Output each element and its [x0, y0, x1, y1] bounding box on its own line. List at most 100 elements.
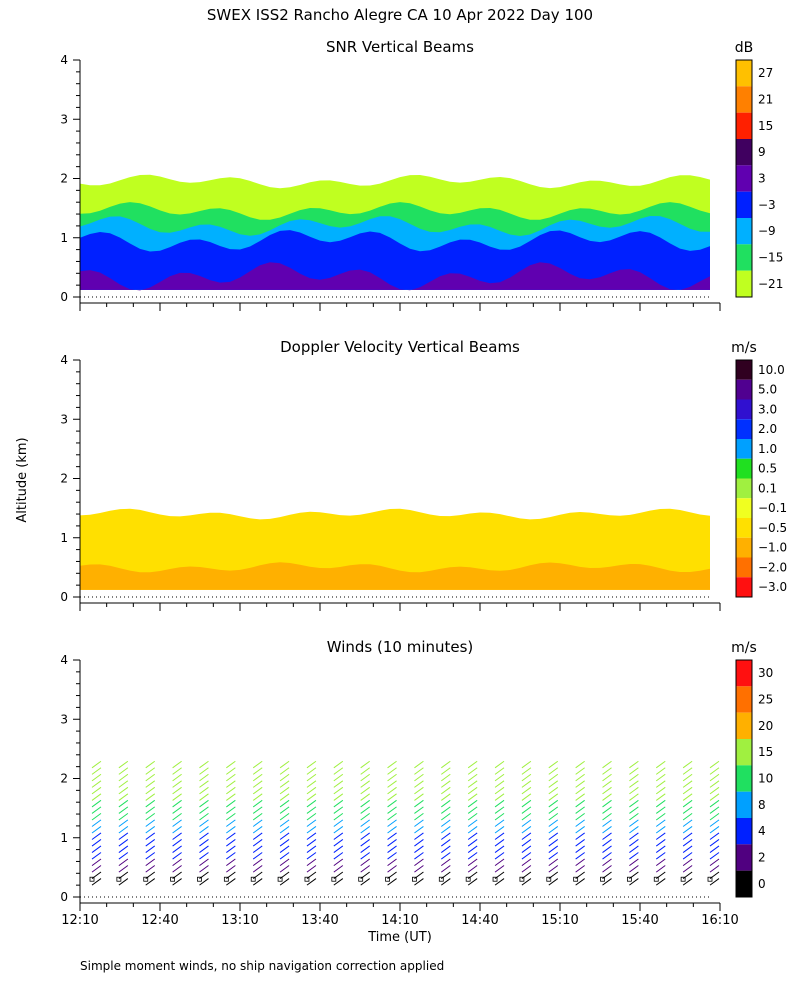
wind-barb — [602, 819, 612, 827]
wind-barb — [548, 845, 559, 853]
wind-barb — [682, 865, 693, 873]
wind-barb — [118, 799, 129, 808]
wind-barb — [118, 760, 129, 769]
wind-barb — [655, 839, 666, 847]
wind-barb — [709, 878, 720, 886]
wind-barb — [494, 806, 505, 814]
wind-barb — [521, 780, 532, 788]
wind-barb — [333, 812, 344, 821]
surface-marker — [385, 876, 390, 882]
wind-barb — [145, 832, 156, 840]
wind-barb — [494, 852, 505, 860]
wind-barb — [360, 812, 370, 821]
wind-barb — [629, 839, 639, 847]
wind-barb — [655, 786, 666, 795]
doppler-heatmap — [80, 508, 710, 590]
wind-barb — [467, 767, 478, 775]
wind-barb — [199, 793, 209, 801]
wind-barb — [575, 832, 585, 840]
wind-barb — [494, 780, 505, 788]
wind-barb — [709, 773, 720, 782]
colorbar-label: 15 — [758, 119, 773, 133]
wind-barb — [118, 871, 129, 880]
colorbar-frame — [735, 359, 753, 598]
wind-barb — [333, 845, 344, 853]
wind-barb — [414, 819, 424, 827]
wind-barb — [575, 806, 585, 814]
wind-barb — [333, 760, 344, 769]
wind-barb — [414, 858, 424, 867]
colorbar-swatch — [736, 439, 752, 459]
wind-barb — [494, 832, 505, 840]
wind-barb — [226, 786, 236, 795]
wind-barb — [521, 878, 532, 886]
wind-barb — [655, 812, 666, 821]
wind-profile — [412, 760, 424, 886]
wind-barb — [494, 858, 505, 867]
wind-barb — [575, 839, 585, 847]
wind-barb — [441, 780, 451, 788]
wind-barb — [548, 878, 559, 886]
wind-barb — [441, 826, 451, 834]
wind-barb — [279, 799, 290, 808]
colorbar-label: 30 — [758, 666, 773, 680]
wind-barb — [441, 845, 451, 853]
wind-barb — [118, 806, 129, 814]
wind-barb — [199, 819, 209, 827]
wind-barb — [279, 878, 290, 886]
y-tick-label: 0 — [60, 590, 68, 604]
wind-barb — [91, 878, 102, 886]
wind-barb — [655, 865, 666, 873]
wind-profile — [438, 760, 451, 886]
wind-profile — [626, 760, 639, 886]
snr-panel: SNR Vertical Beams dB 0 1 2 3 4 27 21 15 9 3 −3 −9… — [60, 38, 783, 311]
wind-profile — [600, 760, 612, 886]
wind-barb — [306, 806, 317, 814]
wind-barb — [521, 819, 532, 827]
wind-barb — [226, 839, 236, 847]
wind-barb — [333, 786, 344, 795]
wind-barb — [279, 767, 290, 775]
wind-barb — [682, 760, 693, 769]
wind-barb — [494, 799, 505, 808]
snr-unit: dB — [735, 40, 754, 56]
wind-barb — [602, 845, 612, 853]
colorbar-swatch — [736, 518, 752, 538]
wind-barb — [226, 812, 236, 821]
wind-barb — [172, 760, 182, 769]
wind-barb — [172, 852, 182, 860]
wind-barb — [172, 839, 182, 847]
wind-barb — [226, 773, 236, 782]
colorbar-frame — [735, 659, 753, 898]
wind-barb — [226, 852, 236, 860]
wind-barb — [467, 871, 478, 880]
wind-barb — [360, 786, 370, 795]
surface-marker — [653, 876, 659, 882]
wind-barb — [360, 871, 370, 880]
wind-barb — [548, 832, 559, 840]
wind-barb — [709, 845, 720, 853]
wind-barb — [360, 845, 370, 853]
wind-barb — [279, 793, 290, 801]
wind-barb — [226, 819, 236, 827]
wind-barb — [252, 839, 263, 847]
wind-barb — [602, 832, 612, 840]
wind-barb — [682, 871, 693, 880]
wind-profile — [250, 760, 263, 886]
wind-barb — [682, 878, 693, 886]
colorbar-swatch — [736, 739, 752, 766]
wind-barb — [145, 819, 156, 827]
wind-barb — [306, 786, 317, 795]
wind-barb — [145, 767, 156, 775]
wind-barb — [118, 865, 129, 873]
wind-barb — [279, 852, 290, 860]
winds-unit: m/s — [731, 640, 757, 656]
wind-barb — [172, 767, 182, 775]
wind-profile — [465, 760, 478, 886]
colorbar-swatch — [736, 660, 752, 687]
wind-barb — [682, 852, 693, 860]
wind-barb — [467, 799, 478, 808]
wind-barb — [629, 806, 639, 814]
colorbar-label: −0.1 — [758, 501, 787, 515]
snr-heatmap — [80, 174, 710, 291]
